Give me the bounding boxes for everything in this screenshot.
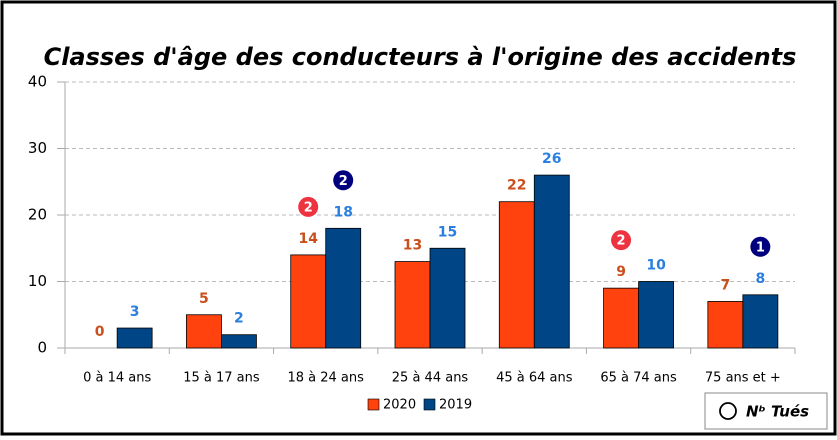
- bar: [221, 334, 257, 349]
- y-tick-label: 30: [28, 139, 47, 157]
- data-label: 22: [507, 178, 526, 194]
- x-tick-label: 15 à 17 ans: [183, 371, 260, 386]
- data-label: 15: [438, 224, 457, 240]
- y-tick-label: 20: [28, 206, 47, 224]
- bar: [638, 281, 674, 349]
- death-marker: [611, 230, 632, 251]
- x-tick-label: 65 à 74 ans: [600, 371, 677, 386]
- deaths-legend-box: [704, 392, 828, 430]
- data-label: 9: [616, 264, 626, 280]
- bar: [742, 294, 779, 349]
- legend-swatch: [367, 398, 380, 411]
- chart-title: Classes d'âge des conducteurs à l'origin…: [44, 43, 797, 71]
- data-label: 0: [95, 324, 105, 340]
- y-tick-label: 10: [28, 272, 47, 290]
- bar: [394, 261, 431, 349]
- data-label: 5: [199, 291, 209, 307]
- deaths-legend-label: Nᵇ Tués: [746, 403, 809, 421]
- x-tick-label: 18 à 24 ans: [287, 371, 364, 386]
- y-tick-label: 40: [28, 73, 47, 91]
- data-label: 26: [542, 151, 561, 167]
- data-label: 13: [403, 238, 422, 254]
- x-tick-label: 75 ans et +: [705, 371, 781, 386]
- death-label: 2: [339, 174, 348, 189]
- deaths-legend-symbol: [719, 402, 737, 420]
- death-label: 2: [304, 200, 313, 215]
- data-label: 14: [298, 231, 318, 247]
- bar: [603, 287, 639, 349]
- bar: [498, 201, 535, 349]
- x-tick-label: 45 à 64 ans: [496, 371, 573, 386]
- x-tick-label: 25 à 44 ans: [392, 371, 469, 386]
- x-tick-label: 0 à 14 ans: [83, 371, 151, 386]
- data-label: 18: [333, 204, 352, 220]
- legend-swatch: [423, 398, 436, 411]
- data-label: 2: [234, 311, 244, 327]
- bar: [325, 227, 362, 349]
- death-marker: [333, 170, 354, 191]
- death-marker: [298, 196, 319, 217]
- death-label: 1: [756, 240, 765, 255]
- legend-label: 2019: [439, 398, 472, 413]
- data-label: 7: [720, 277, 730, 293]
- bar: [290, 254, 327, 349]
- data-label: 10: [646, 258, 666, 274]
- legend-label: 2020: [383, 398, 416, 413]
- data-label: 3: [130, 304, 140, 320]
- bar: [116, 327, 153, 349]
- death-marker: [750, 236, 771, 257]
- death-label: 2: [617, 234, 626, 249]
- y-tick-label: 0: [37, 339, 47, 357]
- data-label: 8: [755, 271, 765, 287]
- bar: [429, 247, 466, 349]
- bar: [533, 174, 570, 349]
- bar: [186, 314, 222, 349]
- bar: [707, 301, 744, 349]
